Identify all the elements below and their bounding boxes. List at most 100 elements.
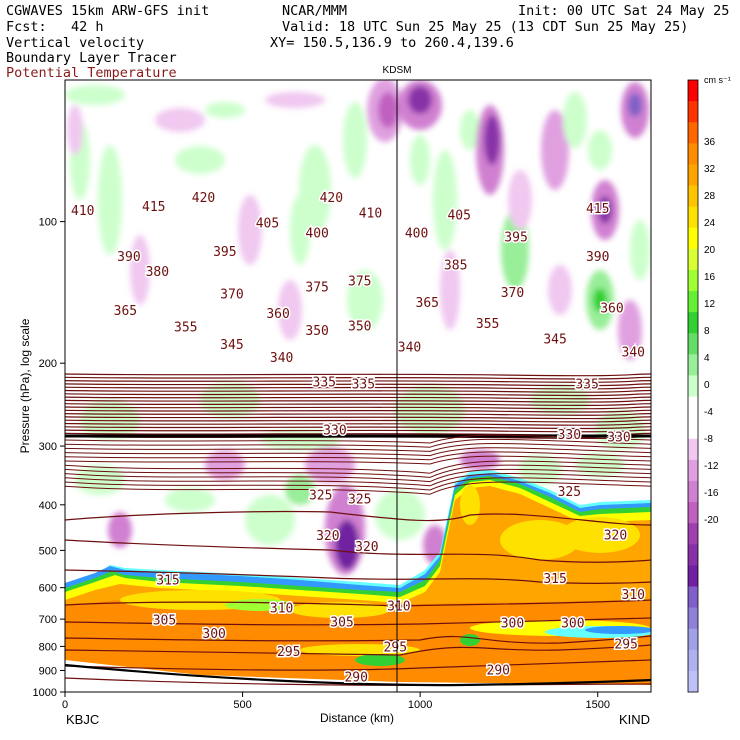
theta-label: 325	[558, 485, 581, 500]
colorbar-swatch	[688, 544, 698, 566]
colorbar-swatch	[688, 80, 698, 102]
y-tick-label: 500	[39, 545, 57, 557]
theta-label: 355	[174, 321, 197, 336]
theta-label: 365	[114, 304, 137, 319]
colorbar-swatch	[688, 143, 698, 165]
x-axis: 0 500 1000 1500	[62, 692, 610, 711]
theta-label: 295	[384, 641, 407, 656]
theta-contour	[65, 659, 651, 671]
theta-label: 325	[348, 493, 371, 508]
theta-label: 340	[398, 340, 421, 355]
plot-frame	[64, 79, 652, 693]
theta-label: 395	[213, 245, 236, 260]
theta-contour	[65, 481, 651, 495]
colorbar-frame	[687, 79, 699, 693]
theta-contour	[65, 373, 651, 377]
theta-label: 340	[270, 351, 293, 366]
kdsm-label: KDSM	[383, 65, 412, 76]
theta-label: 370	[220, 288, 243, 303]
theta-label: 385	[444, 259, 467, 274]
colorbar-swatch	[688, 354, 698, 376]
colorbar-swatch	[688, 185, 698, 208]
colorbar-swatch	[688, 333, 698, 355]
theta-label: 315	[543, 572, 566, 587]
colorbar-label: -4	[704, 407, 713, 418]
y-tick-label: 400	[39, 500, 57, 512]
colorbar-swatch	[688, 438, 698, 461]
left-endpoint-label: KBJC	[66, 712, 99, 727]
colorbar-swatch	[688, 502, 698, 524]
theta-contour	[65, 455, 651, 465]
y-tick-label: 600	[39, 583, 57, 595]
colorbar-label: 20	[704, 245, 716, 256]
theta-label: 315	[156, 574, 179, 589]
theta-label: 310	[270, 602, 293, 617]
colorbar-label: 32	[704, 164, 716, 175]
theta-contour	[65, 383, 651, 387]
colorbar-label: 16	[704, 272, 716, 283]
theta-contour	[65, 468, 651, 483]
y-tick-label: 700	[39, 614, 57, 626]
model-label: CGWAVES 15km ARW-GFS init	[6, 3, 210, 19]
theta-contour	[65, 473, 651, 487]
theta-label: 410	[71, 204, 94, 219]
colorbar-swatch	[688, 291, 698, 313]
theta-label: 330	[558, 428, 581, 443]
y-tick-label: 100	[39, 217, 57, 229]
colorbar-swatch	[688, 227, 698, 250]
colorbar-label: 24	[704, 218, 716, 229]
theta-contour	[65, 380, 651, 383]
theta-label: 390	[586, 250, 609, 265]
boundary-layer-tracer-field	[65, 470, 651, 692]
colorbar-label: -16	[704, 488, 719, 499]
theta-label: 295	[614, 637, 637, 652]
colorbar-swatch	[688, 670, 698, 693]
theta-label: 400	[405, 227, 428, 242]
colorbar-swatch	[688, 417, 698, 440]
theta-contour	[65, 432, 651, 436]
theta-label: 360	[266, 307, 289, 322]
y-tick-label: 800	[39, 641, 57, 653]
colorbar-label: -20	[704, 515, 719, 526]
terrain-line	[65, 663, 651, 687]
theta-label: 390	[117, 250, 140, 265]
theta-contour	[65, 464, 651, 478]
colorbar-label: -12	[704, 461, 719, 472]
x-tick-label: 1000	[408, 699, 432, 711]
theta-contour	[65, 386, 651, 390]
colorbar-swatch	[688, 523, 698, 545]
theta-label: 360	[600, 301, 623, 316]
colorbar-swatch	[688, 607, 698, 630]
theta-label: 375	[305, 280, 328, 295]
theta-label: 335	[575, 378, 598, 393]
theta-label: 405	[447, 208, 470, 223]
theta-label: 380	[146, 265, 169, 280]
colorbar-swatch	[688, 312, 698, 334]
theta-label: 400	[305, 227, 328, 242]
theta-label: 320	[316, 529, 339, 544]
colorbar-label: 36	[704, 137, 716, 148]
theta-contour	[65, 396, 651, 400]
x-tick-label: 0	[62, 699, 68, 711]
theta-label: 395	[504, 230, 527, 245]
colorbar-swatch	[688, 375, 698, 398]
theta-contour	[65, 389, 651, 393]
colorbar-swatch	[688, 101, 698, 123]
theta-label: 335	[352, 378, 375, 393]
theta-label: 335	[313, 376, 336, 391]
colorbar-label: 28	[704, 191, 716, 202]
theta-label: 345	[220, 338, 243, 353]
theta-label: 290	[344, 671, 367, 686]
theta-label: 330	[607, 431, 630, 446]
theta-contour	[65, 399, 651, 403]
colorbar-legend: 36 32 28 24 20 16 12 8 4 0 -4 -8 -12 -16 -20	[687, 79, 719, 693]
theta-label: 300	[561, 616, 584, 631]
theta-label: 295	[277, 645, 300, 660]
theta-label: 350	[305, 324, 328, 339]
colorbar-label: -8	[704, 434, 713, 445]
x-tick-label: 1500	[585, 699, 609, 711]
potential-temperature-contours	[65, 373, 651, 687]
theta-contour	[65, 644, 651, 656]
theta-label: 340	[622, 346, 645, 361]
